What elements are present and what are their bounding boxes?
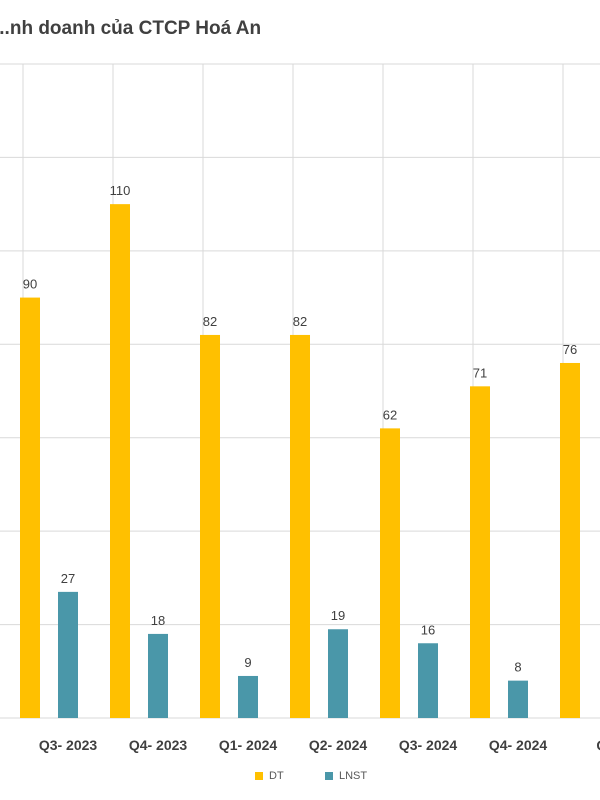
bars bbox=[20, 204, 580, 719]
data-label-dt: 90 bbox=[23, 277, 37, 292]
legend-item-dt: DT bbox=[255, 770, 284, 782]
category-label: Q3- 2024 bbox=[399, 737, 458, 753]
bar-dt bbox=[380, 428, 400, 718]
chart-title: ...nh doanh của CTCP Hoá An bbox=[0, 18, 262, 39]
bar-lnst bbox=[508, 680, 528, 718]
data-labels: 90110828262717652718919168 bbox=[23, 183, 577, 675]
legend: DT LNST bbox=[0, 770, 600, 784]
legend-swatch-lnst bbox=[325, 772, 333, 780]
bar-lnst bbox=[328, 629, 348, 718]
legend-label-lnst: LNST bbox=[339, 770, 368, 782]
category-label: Q2- 2024 bbox=[309, 737, 368, 753]
data-label-lnst: 16 bbox=[421, 622, 435, 637]
category-label: Q1- 2024 bbox=[219, 737, 278, 753]
data-label-lnst: 27 bbox=[61, 571, 75, 586]
data-label-dt: 82 bbox=[293, 314, 307, 329]
bar-lnst bbox=[58, 591, 78, 718]
bar-dt bbox=[470, 386, 490, 718]
bar-lnst bbox=[148, 633, 168, 718]
bar-dt bbox=[20, 297, 40, 718]
data-label-lnst: 9 bbox=[244, 655, 251, 670]
category-label: Q4- 2023 bbox=[129, 737, 188, 753]
data-label-lnst: 19 bbox=[331, 608, 345, 623]
bar-dt bbox=[290, 334, 310, 718]
bar-dt bbox=[200, 334, 220, 718]
category-label: Q4- 2024 bbox=[489, 737, 548, 753]
bar-dt bbox=[560, 362, 580, 718]
chart-plot: 90110828262717652718919168 23Q3- 2023Q4-… bbox=[0, 63, 600, 753]
data-label-dt: 71 bbox=[473, 365, 487, 380]
legend-label-dt: DT bbox=[269, 770, 284, 782]
bar-lnst bbox=[238, 675, 258, 718]
legend-item-lnst: LNST bbox=[325, 770, 367, 782]
data-label-dt: 82 bbox=[203, 314, 217, 329]
data-label-lnst: 18 bbox=[151, 613, 165, 628]
bar-lnst bbox=[418, 643, 438, 718]
data-label-lnst: 8 bbox=[514, 660, 521, 675]
bar-dt bbox=[110, 204, 130, 719]
category-label: Q3- 2023 bbox=[39, 737, 98, 753]
legend-swatch-dt bbox=[255, 772, 263, 780]
category-label: Q1- bbox=[596, 737, 600, 753]
data-label-dt: 76 bbox=[563, 342, 577, 357]
data-label-dt: 110 bbox=[110, 183, 131, 198]
data-label-dt: 62 bbox=[383, 407, 397, 422]
